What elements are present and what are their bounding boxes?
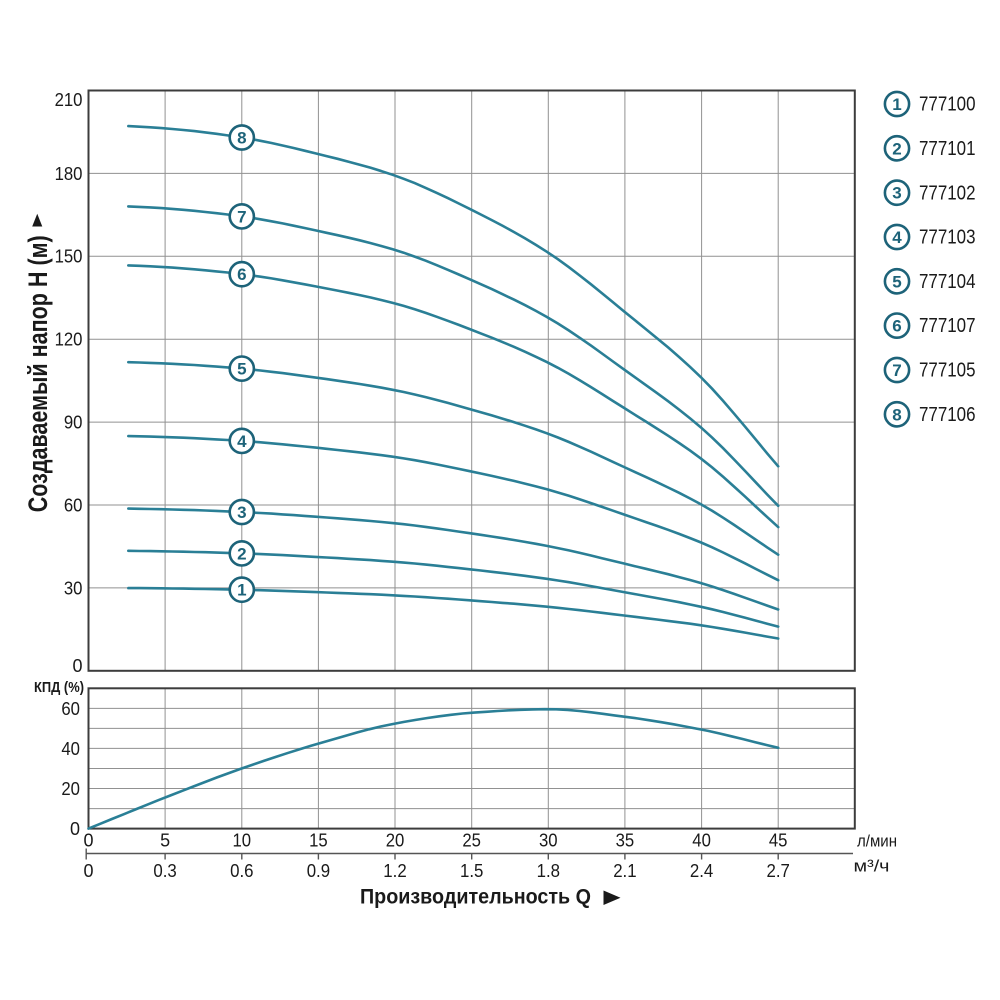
svg-text:40: 40 [61,739,80,759]
svg-text:4: 4 [892,228,902,247]
svg-text:л/мин: л/мин [857,832,897,851]
svg-text:777106: 777106 [919,404,976,426]
svg-text:30: 30 [539,830,558,850]
svg-text:180: 180 [55,164,83,184]
svg-text:10: 10 [233,830,252,850]
svg-text:2.7: 2.7 [767,861,790,881]
svg-text:25: 25 [462,830,481,850]
svg-text:8: 8 [237,129,246,148]
svg-text:6: 6 [237,265,246,284]
svg-text:5: 5 [160,830,170,850]
svg-text:777100: 777100 [919,94,976,116]
svg-text:0.6: 0.6 [230,861,253,881]
svg-text:3: 3 [892,184,901,203]
svg-text:3: 3 [237,503,246,522]
svg-text:30: 30 [64,578,83,598]
svg-text:0: 0 [83,861,93,881]
svg-text:35: 35 [616,830,635,850]
svg-text:5: 5 [892,272,901,291]
svg-text:777104: 777104 [919,271,976,293]
svg-text:0: 0 [70,819,80,839]
svg-text:1: 1 [892,95,901,114]
svg-text:м³/ч: м³/ч [854,857,890,876]
svg-text:0.9: 0.9 [307,861,330,881]
svg-text:60: 60 [64,495,83,515]
svg-text:60: 60 [61,699,80,719]
svg-text:777101: 777101 [919,138,976,160]
svg-text:90: 90 [64,413,83,433]
svg-text:6: 6 [892,317,901,336]
svg-text:2: 2 [892,139,901,158]
svg-text:7: 7 [237,207,246,226]
svg-text:777102: 777102 [919,182,976,204]
svg-text:777103: 777103 [919,227,976,249]
svg-text:2: 2 [237,544,246,563]
svg-text:1.8: 1.8 [537,861,560,881]
svg-text:20: 20 [61,779,80,799]
svg-text:0: 0 [83,830,93,850]
svg-text:2.1: 2.1 [613,861,636,881]
svg-text:Производительность Q: Производительность Q [360,886,591,909]
svg-text:120: 120 [55,330,83,350]
svg-text:1.2: 1.2 [383,861,406,881]
svg-text:0.3: 0.3 [153,861,176,881]
svg-text:8: 8 [892,405,901,424]
svg-text:150: 150 [55,247,83,267]
svg-text:1.5: 1.5 [460,861,483,881]
svg-text:777107: 777107 [919,315,976,337]
svg-text:40: 40 [692,830,711,850]
svg-text:0: 0 [72,656,82,676]
svg-text:210: 210 [55,90,83,110]
svg-text:777105: 777105 [919,360,976,382]
svg-text:4: 4 [237,432,247,451]
svg-text:45: 45 [769,830,788,850]
svg-text:7: 7 [892,361,901,380]
svg-text:20: 20 [386,830,405,850]
svg-text:5: 5 [237,360,246,379]
svg-text:15: 15 [309,830,328,850]
svg-text:2.4: 2.4 [690,861,713,881]
svg-text:1: 1 [237,581,246,600]
svg-text:КПД (%): КПД (%) [34,679,84,696]
svg-text:Создаваемый напор H (м): Создаваемый напор H (м) [23,235,53,512]
